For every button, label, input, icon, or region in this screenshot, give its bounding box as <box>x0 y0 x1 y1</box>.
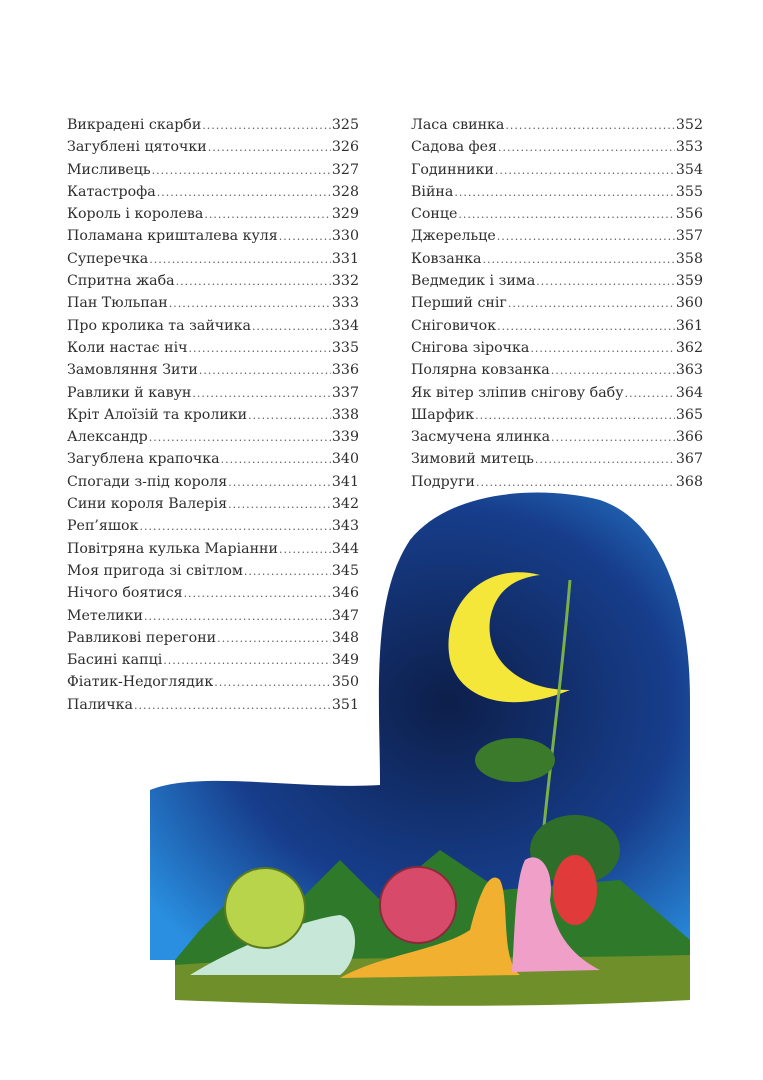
toc-entry[interactable]: Ведмедик і зима359 <box>411 270 703 292</box>
toc-entry[interactable]: Сонце356 <box>411 203 703 225</box>
snail-orange <box>340 866 520 978</box>
toc-entry[interactable]: Коли настає ніч335 <box>67 337 359 359</box>
toc-entry[interactable]: Загублені цяточки326 <box>67 136 359 158</box>
toc-entry[interactable]: Сини короля Валерія342 <box>67 493 359 515</box>
toc-entry[interactable]: Спритна жаба332 <box>67 270 359 292</box>
toc-entry[interactable]: Сніговичок361 <box>411 315 703 337</box>
toc-entry[interactable]: Як вітер зліпив снігову бабу364 <box>411 382 703 404</box>
toc-entry[interactable]: Поламана кришталева куля330 <box>67 225 359 247</box>
toc-entry[interactable]: Катастрофа328 <box>67 181 359 203</box>
toc-entry[interactable]: Ковзанка358 <box>411 248 703 270</box>
toc-entry[interactable]: Паличка351 <box>67 694 359 716</box>
toc-right-column: Ласа свинка352 Садова фея353 Годинники35… <box>411 114 703 493</box>
toc-entry[interactable]: Ласа свинка352 <box>411 114 703 136</box>
toc-entry[interactable]: Садова фея353 <box>411 136 703 158</box>
toc-entry[interactable]: Кріт Алоїзій та кролики338 <box>67 404 359 426</box>
toc-entry[interactable]: Перший сніг360 <box>411 292 703 314</box>
toc-entry[interactable]: Джерельце357 <box>411 225 703 247</box>
toc-entry[interactable]: Нічого боятися346 <box>67 582 359 604</box>
toc-entry[interactable]: Метелики347 <box>67 605 359 627</box>
toc-entry[interactable]: Моя пригода зі світлом345 <box>67 560 359 582</box>
toc-left-column: Викрадені скарби325 Загублені цяточки326… <box>67 114 359 716</box>
toc-entry[interactable]: Реп’яшок343 <box>67 515 359 537</box>
toc-entry[interactable]: Загублена крапочка340 <box>67 448 359 470</box>
toc-entry[interactable]: Фіатик-Недоглядик350 <box>67 671 359 693</box>
toc-entry[interactable]: Викрадені скарби325 <box>67 114 359 136</box>
toc-entry[interactable]: Засмучена ялинка366 <box>411 426 703 448</box>
snail-green <box>190 867 355 975</box>
toc-entry[interactable]: Замовляння Зити336 <box>67 359 359 381</box>
toc-entry[interactable]: Спогади з-під короля341 <box>67 471 359 493</box>
toc-entry[interactable]: Повітряна кулька Маріанни344 <box>67 538 359 560</box>
toc-entry[interactable]: Александр339 <box>67 426 359 448</box>
toc-entry[interactable]: Зимовий митець367 <box>411 448 703 470</box>
toc-entry[interactable]: Суперечка331 <box>67 248 359 270</box>
toc-entry[interactable]: Равликові перегони348 <box>67 627 359 649</box>
toc-entry[interactable]: Король і королева329 <box>67 203 359 225</box>
toc-entry[interactable]: Про кролика та зайчика334 <box>67 315 359 337</box>
toc-entry[interactable]: Війна355 <box>411 181 703 203</box>
toc-entry[interactable]: Басині капці349 <box>67 649 359 671</box>
toc-entry[interactable]: Мисливець327 <box>67 159 359 181</box>
toc-entry[interactable]: Полярна ковзанка363 <box>411 359 703 381</box>
toc-entry[interactable]: Равлики й кавун337 <box>67 382 359 404</box>
toc-entry[interactable]: Снігова зірочка362 <box>411 337 703 359</box>
snail-pink <box>512 855 600 972</box>
toc-entry[interactable]: Пан Тюльпан333 <box>67 292 359 314</box>
toc-entry[interactable]: Шарфик365 <box>411 404 703 426</box>
toc-entry[interactable]: Годинники354 <box>411 159 703 181</box>
crescent-moon-icon <box>448 572 570 703</box>
toc-entry[interactable]: Подруги368 <box>411 471 703 493</box>
